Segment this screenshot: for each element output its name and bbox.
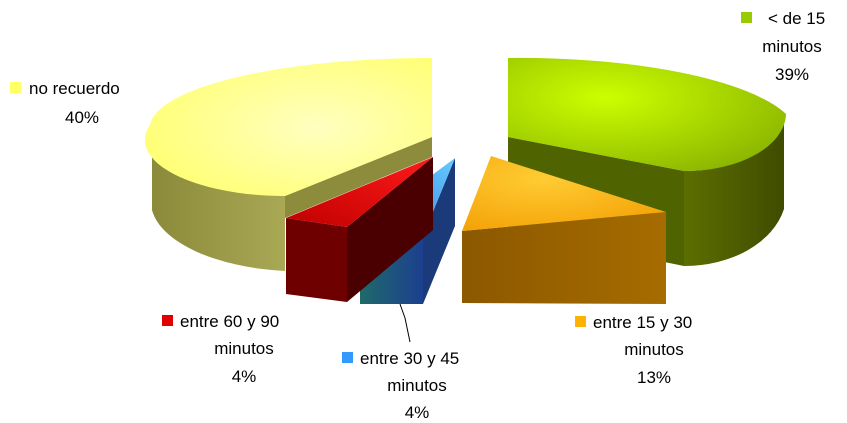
label-line: < de 15 (768, 9, 825, 28)
label-line: minutos (387, 376, 447, 395)
slice-side-15-30 (462, 212, 666, 304)
legend-key-15-30 (575, 316, 586, 327)
slice-cut-60-90 (347, 157, 433, 302)
label-value: 13% (637, 368, 671, 387)
label-value: 4% (405, 403, 430, 422)
pie-slice-60-90 (286, 157, 433, 302)
slice-cut-no-recuerdo (285, 137, 432, 218)
slice-side-60-90 (286, 218, 347, 302)
legend-key-no-recuerdo (10, 82, 21, 93)
data-label-menos-15: < de 15 minutos 39% (741, 9, 825, 84)
label-line: minutos (214, 339, 274, 358)
label-value: 40% (65, 108, 99, 127)
data-label-15-30: entre 15 y 30 minutos 13% (575, 313, 692, 387)
label-line: entre 30 y 45 (360, 349, 459, 368)
slice-side-no-recuerdo (152, 137, 285, 271)
leader-line-30-45 (399, 303, 411, 343)
label-line: minutos (762, 37, 822, 56)
label-line: no recuerdo (29, 79, 120, 98)
data-label-30-45: entre 30 y 45 minutos 4% (342, 349, 459, 422)
slice-side-menos-15 (684, 118, 784, 267)
label-line: minutos (624, 340, 684, 359)
slice-top-15-30 (462, 156, 666, 231)
slice-cut-30-45 (423, 158, 455, 304)
data-label-no-recuerdo: no recuerdo 40% (10, 79, 120, 127)
legend-key-60-90 (162, 315, 173, 326)
legend-key-30-45 (342, 352, 353, 363)
pie-slice-no-recuerdo (144, 57, 432, 271)
label-line: entre 15 y 30 (593, 313, 692, 332)
label-line: entre 60 y 90 (180, 312, 279, 331)
data-label-60-90: entre 60 y 90 minutos 4% (162, 312, 279, 386)
slice-top-no-recuerdo (144, 57, 432, 197)
slice-top-menos-15 (508, 57, 786, 172)
slice-top-60-90 (286, 157, 433, 227)
legend-key-menos-15 (741, 12, 752, 23)
pie-slice-15-30 (462, 156, 666, 304)
label-value: 39% (775, 65, 809, 84)
label-value: 4% (232, 367, 257, 386)
